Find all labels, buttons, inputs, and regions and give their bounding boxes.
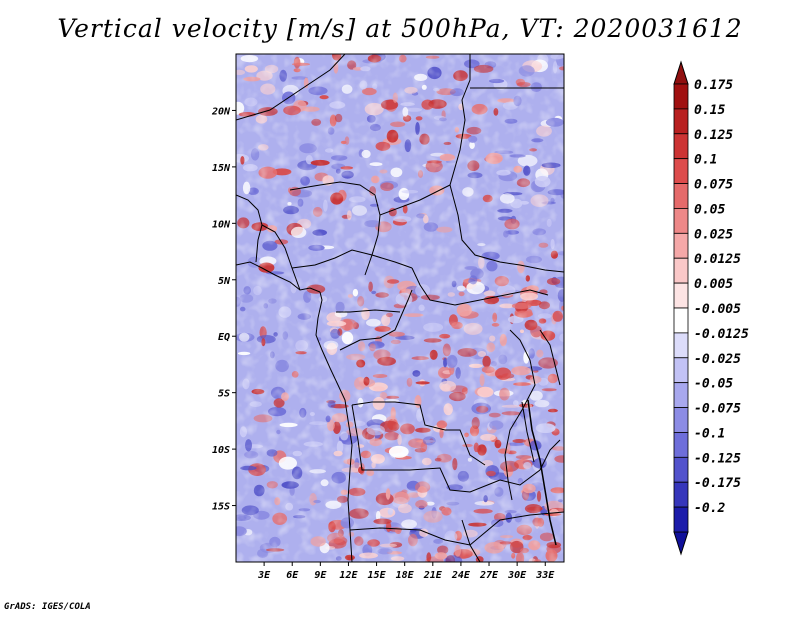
colorbar-swatch	[673, 382, 689, 408]
lon-tick-label: 9E	[314, 570, 327, 581]
colorbar-top-arrow	[673, 60, 689, 85]
lat-tick-label: 15S	[212, 502, 230, 513]
lat-tick-label: 15N	[212, 163, 231, 174]
colorbar-label: 0.125	[694, 128, 733, 143]
colorbar-swatch	[673, 282, 689, 309]
colorbar-label: -0.2	[694, 501, 725, 516]
colorbar-label: 0.1	[694, 153, 717, 168]
colorbar-swatch	[673, 158, 689, 184]
country-borders	[236, 54, 564, 562]
colorbar-swatch	[673, 481, 689, 508]
field-texture	[236, 54, 564, 562]
colorbar-swatch	[673, 232, 689, 259]
colorbar-label: -0.005	[694, 302, 741, 317]
colorbar-label: -0.1	[694, 426, 725, 441]
lon-tick-label: 6E	[286, 570, 299, 581]
colorbar-label: -0.025	[694, 352, 741, 367]
colorbar-label: 0.025	[694, 227, 733, 242]
colorbar-swatch	[673, 108, 689, 135]
colorbar-swatch	[673, 183, 689, 209]
lon-tick-label: 3E	[257, 570, 271, 581]
colorbar-label: -0.125	[694, 451, 741, 466]
lon-tick-label: 27E	[479, 570, 499, 581]
colorbar-swatch	[673, 83, 689, 110]
colorbar-label: -0.0125	[694, 327, 749, 342]
lon-tick-label: 21E	[423, 570, 443, 581]
colorbar-swatch	[673, 257, 689, 284]
colorbar-label: 0.0125	[694, 252, 741, 267]
colorbar-swatch	[673, 307, 689, 334]
lat-tick-label: 10S	[212, 445, 230, 456]
colorbar-label: 0.175	[694, 78, 733, 93]
lat-tick-label: 20N	[211, 106, 231, 117]
colorbar-swatch	[673, 506, 689, 533]
colorbar-label: -0.075	[694, 402, 741, 417]
colorbar-swatch	[673, 133, 689, 160]
colorbar-swatch	[673, 332, 689, 359]
lon-tick-label: 18E	[396, 570, 415, 581]
map-frame	[235, 53, 565, 563]
lon-tick-label: 33E	[535, 570, 555, 581]
lat-tick-label: 5S	[218, 389, 230, 400]
colorbar-label: -0.175	[694, 476, 741, 491]
grads-credit: GrADS: IGES/COLA	[4, 602, 91, 612]
colorbar-swatch	[673, 208, 689, 234]
lat-tick-label: 5N	[218, 276, 231, 287]
colorbar-swatch	[673, 456, 689, 483]
colorbar-label: 0.075	[694, 178, 733, 193]
lon-tick-label: 12E	[339, 570, 358, 581]
lon-tick-label: 24E	[451, 570, 471, 581]
vertical-velocity-field	[236, 54, 564, 562]
colorbar-label: 0.005	[694, 277, 733, 292]
colorbar-swatch	[673, 432, 689, 458]
lon-tick-label: 30E	[507, 570, 527, 581]
lat-tick-label: 10N	[212, 219, 231, 230]
colorbar-label: 0.15	[694, 103, 725, 118]
colorbar-label: -0.05	[694, 377, 733, 392]
colorbar-label: 0.05	[694, 202, 725, 217]
colorbar-bottom-arrow	[673, 531, 689, 556]
colorbar-swatch	[673, 357, 689, 384]
lon-tick-label: 15E	[368, 570, 387, 581]
colorbar-swatch	[673, 407, 689, 433]
lat-tick-label: EQ	[218, 332, 230, 343]
map-title: Vertical velocity [m/s] at 500hPa, VT: 2…	[57, 14, 743, 43]
